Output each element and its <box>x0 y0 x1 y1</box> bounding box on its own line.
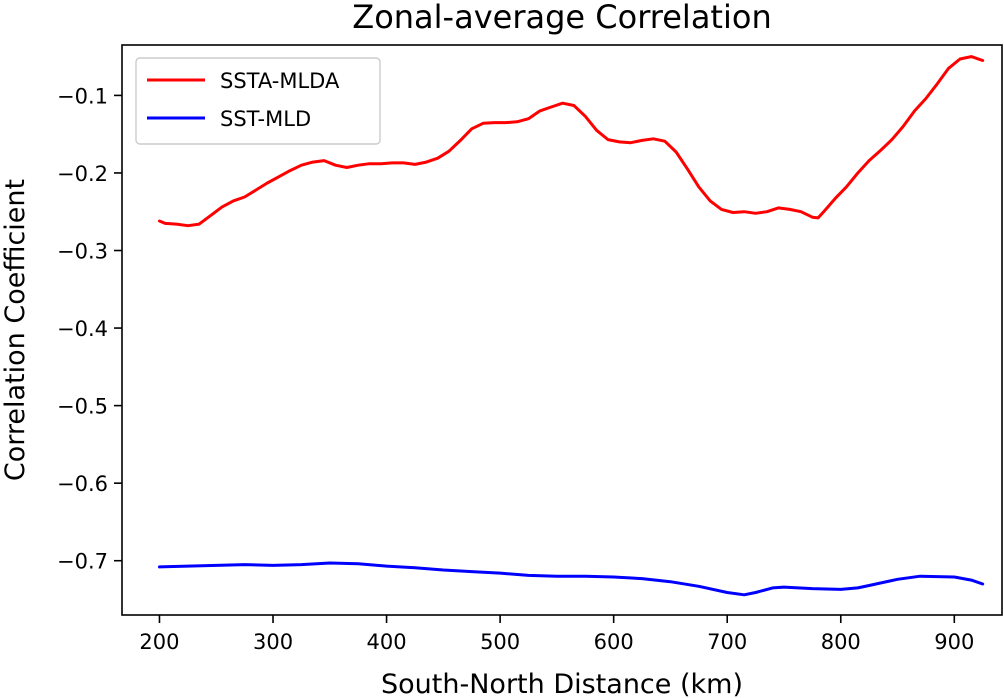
x-axis-label: South-North Distance (km) <box>381 669 743 698</box>
x-tick-label: 900 <box>934 630 974 654</box>
y-tick-label: −0.5 <box>57 395 108 419</box>
x-tick-label: 300 <box>253 630 293 654</box>
y-tick-label: −0.1 <box>57 84 108 108</box>
y-tick-label: −0.6 <box>57 472 108 496</box>
plot-frame <box>121 44 1003 616</box>
legend-label-sst-mld: SST-MLD <box>220 107 311 131</box>
legend-label-ssta-mlda: SSTA-MLDA <box>220 69 340 93</box>
x-tick-label: 500 <box>480 630 520 654</box>
y-tick-label: −0.2 <box>57 162 108 186</box>
y-axis-label: Correlation Coefficient <box>0 179 31 481</box>
plot-lines <box>158 55 985 597</box>
x-axis-ticks: 200 300 400 500 600 700 800 900 <box>139 615 974 654</box>
y-axis-ticks: −0.1 −0.2 −0.3 −0.4 −0.5 −0.6 −0.7 <box>57 84 122 574</box>
y-tick-label: −0.7 <box>57 550 108 574</box>
series-line-sst-mld <box>158 561 985 597</box>
x-tick-label: 200 <box>139 630 179 654</box>
chart-title: Zonal-average Correlation <box>352 0 771 36</box>
x-tick-label: 600 <box>594 630 634 654</box>
x-tick-label: 800 <box>821 630 861 654</box>
x-tick-label: 400 <box>367 630 407 654</box>
x-tick-label: 700 <box>707 630 747 654</box>
legend: SSTA-MLDA SST-MLD <box>135 57 381 145</box>
y-tick-label: −0.3 <box>57 240 108 264</box>
series-line-ssta-mlda <box>158 55 985 228</box>
y-tick-label: −0.4 <box>57 317 108 341</box>
